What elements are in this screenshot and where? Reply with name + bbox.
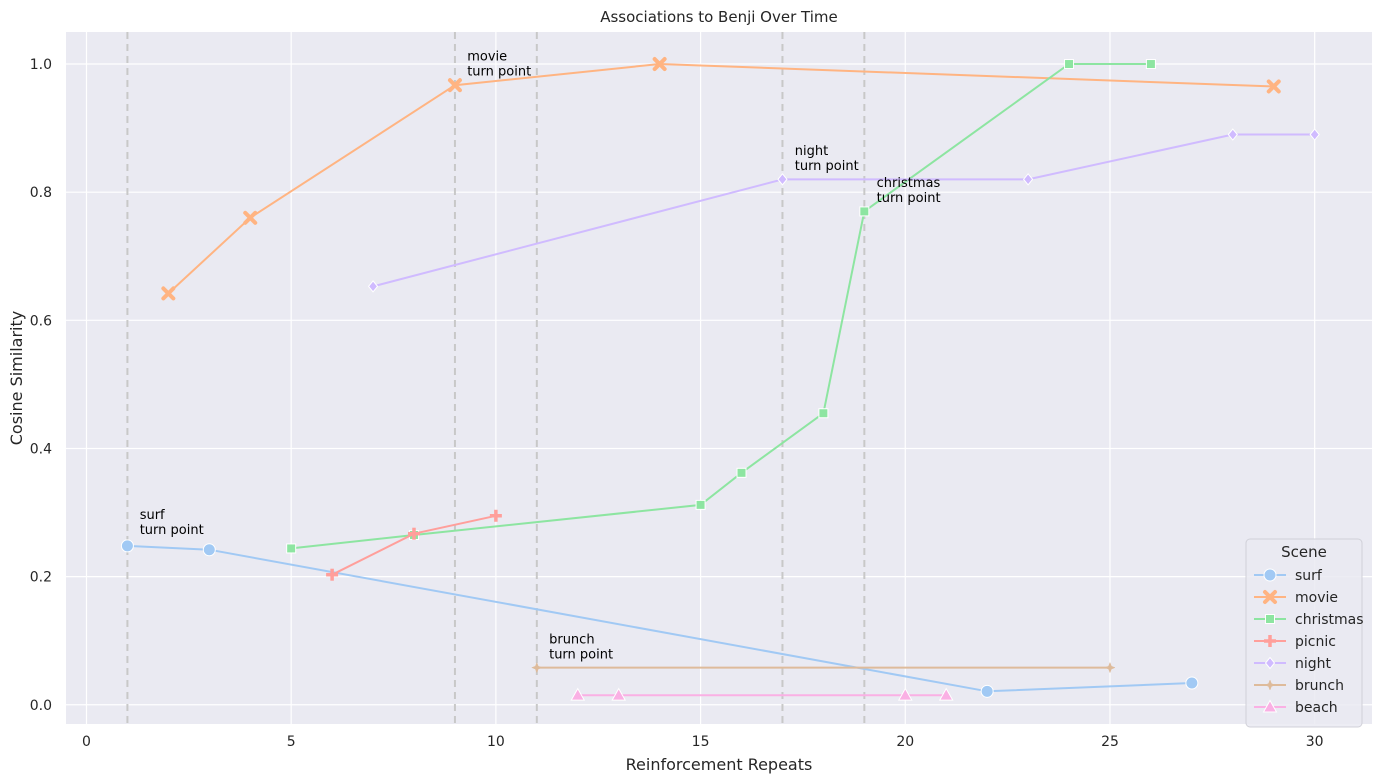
legend-marker-night [1264,656,1276,670]
data-point-beach [897,687,913,701]
y-tick-label: 1.0 [30,57,52,73]
legend-label-movie: movie [1295,590,1338,606]
y-tick-label: 0.2 [30,570,52,586]
x-tick-label: 0 [82,734,91,750]
data-point-picnic [489,509,502,522]
data-point-christmas [736,467,747,478]
legend-box [1245,538,1363,728]
legend-marker-picnic [1264,635,1276,647]
data-point-night [367,280,379,293]
data-point-beach [938,687,954,701]
data-point-christmas [286,543,297,554]
data-point-movie [652,57,667,72]
y-axis-label: Cosine Similarity [7,311,26,445]
data-point-night [1309,128,1320,141]
y-tick-label: 0.6 [30,313,52,329]
chart-title: Associations to Benji Over Time [600,8,838,26]
data-point-christmas [695,499,706,510]
turn-point-annotation: brunch turn point [549,633,613,663]
legend: Scene surf movie christmas picnic night brunch… [1245,538,1364,728]
turn-point-annotation: christmas turn point [877,176,941,206]
data-point-brunch [531,661,543,674]
turn-point-annotation: movie turn point [467,50,531,80]
x-tick-label: 25 [1101,734,1119,750]
legend-label-surf: surf [1295,568,1323,584]
legend-marker-beach [1262,699,1278,713]
data-point-surf [980,684,994,698]
x-axis-label: Reinforcement Repeats [626,755,813,774]
turn-point-annotation: surf turn point [140,508,204,538]
data-point-surf [1185,676,1199,690]
data-point-night [1022,173,1034,186]
y-tick-label: 0.0 [30,698,52,714]
data-point-christmas [818,408,829,419]
data-point-beach [570,687,586,701]
series-line-christmas [291,63,1151,550]
series-beach [570,687,954,701]
legend-marker-movie [1263,590,1277,604]
data-point-beach [611,687,627,701]
data-point-christmas [1145,59,1156,70]
data-point-christmas [859,206,870,217]
data-point-night [777,173,788,186]
x-tick-label: 15 [692,734,710,750]
data-point-movie [447,78,462,93]
ticks: 0 5 10 15 20 25 30 0.0 0.2 0.4 0.6 0.8 1.0 [30,57,1324,750]
legend-label-picnic: picnic [1295,634,1336,650]
series-line-surf [127,544,1192,693]
legend-title: Scene [1281,543,1327,561]
legend-marker-brunch [1264,679,1276,691]
y-tick-label: 0.8 [30,185,52,201]
legend-label-brunch: brunch [1295,678,1344,694]
x-tick-label: 5 [287,734,296,750]
legend-label-night: night [1295,656,1332,672]
series-layer [120,57,1320,701]
turn-point-annotation: night turn point [795,144,859,174]
series-brunch [531,661,1116,674]
data-point-night [1227,128,1238,141]
data-point-brunch [1104,661,1116,674]
series-night [367,128,1320,293]
data-point-movie [161,286,176,301]
annotations: surf turn point movie turn point brunch turn … [140,50,941,663]
x-tick-label: 20 [896,734,914,750]
data-point-christmas [1064,59,1075,70]
series-christmas [286,59,1156,554]
legend-label-beach: beach [1295,700,1338,716]
data-point-picnic [326,568,339,581]
data-point-surf [120,539,134,553]
y-tick-label: 0.4 [30,441,52,457]
series-surf [120,539,1199,698]
legend-marker-christmas [1265,614,1275,624]
series-picnic [326,509,502,581]
x-tick-label: 30 [1306,734,1324,750]
data-point-surf [202,543,216,557]
data-point-movie [243,210,258,225]
plot-background [66,32,1372,724]
x-tick-label: 10 [487,734,505,750]
legend-label-christmas: christmas [1295,612,1364,628]
data-point-movie [1266,79,1281,94]
legend-marker-surf [1263,568,1277,582]
series-movie [161,57,1281,301]
data-point-picnic [407,527,420,540]
